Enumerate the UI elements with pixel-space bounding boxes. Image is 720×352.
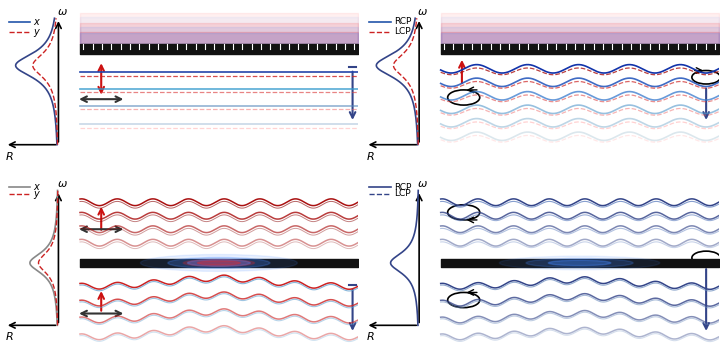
Ellipse shape (140, 254, 297, 271)
Ellipse shape (168, 257, 270, 269)
Ellipse shape (187, 259, 251, 266)
Text: RCP: RCP (394, 17, 412, 26)
Text: y: y (33, 27, 39, 37)
Text: x: x (33, 17, 39, 27)
Ellipse shape (526, 258, 633, 268)
Text: $R$: $R$ (5, 150, 14, 162)
Text: $\omega$: $\omega$ (418, 179, 428, 189)
Ellipse shape (500, 256, 660, 270)
Text: $R$: $R$ (366, 331, 374, 342)
Ellipse shape (549, 260, 611, 266)
Ellipse shape (183, 259, 255, 266)
Text: RCP: RCP (394, 183, 412, 191)
Text: LCP: LCP (394, 189, 411, 198)
Ellipse shape (197, 261, 240, 265)
Text: $R$: $R$ (366, 150, 374, 162)
Text: $R$: $R$ (5, 331, 14, 342)
Text: $\omega$: $\omega$ (418, 7, 428, 17)
Text: $\omega$: $\omega$ (57, 7, 68, 17)
Text: $\omega$: $\omega$ (57, 179, 68, 189)
Text: LCP: LCP (394, 27, 411, 36)
Text: y: y (33, 189, 39, 199)
Text: x: x (33, 182, 39, 192)
